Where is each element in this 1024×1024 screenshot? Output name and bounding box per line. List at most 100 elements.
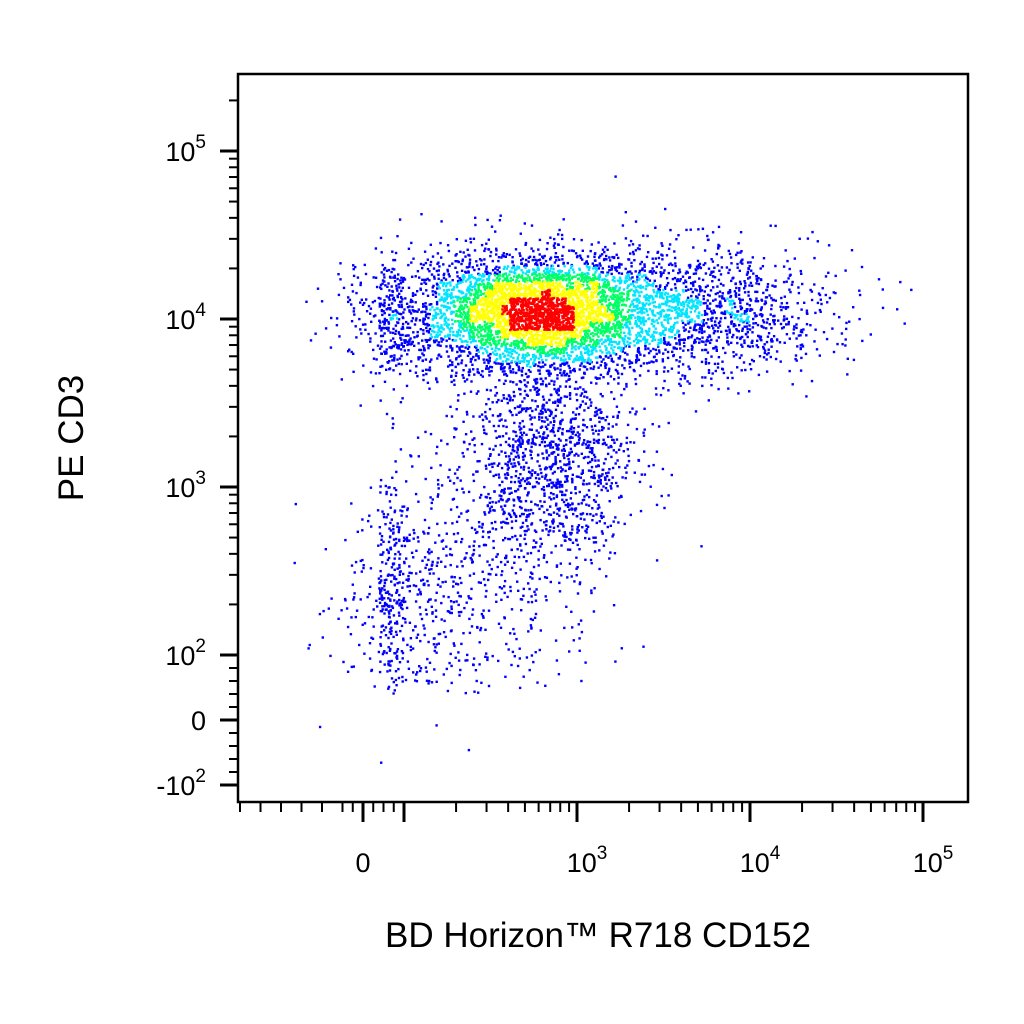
- data-point: [392, 532, 395, 535]
- data-point: [729, 300, 733, 303]
- data-point: [673, 306, 676, 309]
- data-point: [764, 296, 768, 299]
- data-point: [437, 632, 440, 636]
- data-point: [388, 669, 392, 672]
- data-point: [392, 359, 396, 362]
- data-point: [481, 615, 485, 618]
- data-point: [495, 357, 499, 361]
- data-point: [424, 302, 427, 305]
- data-point: [545, 427, 549, 431]
- data-point: [557, 673, 561, 676]
- data-point: [679, 377, 682, 381]
- data-point: [670, 367, 674, 370]
- data-point: [542, 457, 545, 460]
- data-point: [513, 407, 517, 410]
- data-point: [455, 371, 458, 374]
- data-point: [755, 277, 758, 281]
- data-point: [397, 347, 400, 350]
- data-point: [532, 362, 535, 366]
- data-point: [401, 617, 405, 620]
- data-point: [659, 275, 663, 278]
- data-point: [662, 387, 665, 390]
- data-point: [648, 270, 651, 274]
- data-point: [765, 358, 768, 361]
- data-point: [574, 487, 577, 491]
- data-point: [644, 274, 647, 277]
- data-point: [587, 268, 591, 271]
- data-point: [662, 289, 665, 292]
- data-point: [701, 384, 704, 388]
- data-point: [594, 429, 598, 433]
- data-point: [367, 304, 371, 308]
- data-point: [529, 617, 533, 621]
- data-point: [623, 342, 626, 345]
- data-point: [574, 509, 577, 512]
- data-point: [531, 618, 534, 622]
- data-point: [583, 262, 586, 265]
- data-point: [810, 298, 814, 302]
- data-point: [519, 484, 523, 487]
- data-point: [402, 345, 405, 348]
- data-point: [607, 382, 610, 385]
- data-point: [517, 365, 520, 368]
- data-point: [512, 430, 515, 433]
- data-point: [730, 303, 734, 306]
- data-point: [532, 433, 535, 437]
- data-point: [536, 266, 540, 269]
- data-point: [470, 380, 473, 383]
- data-point: [789, 273, 792, 276]
- data-point: [699, 303, 702, 306]
- data-point: [293, 561, 296, 565]
- data-point: [367, 519, 370, 523]
- data-point: [841, 343, 844, 346]
- data-point: [665, 343, 669, 346]
- data-point: [727, 271, 730, 275]
- data-point: [487, 397, 490, 401]
- data-point: [574, 486, 577, 489]
- data-point: [761, 325, 764, 328]
- data-point: [414, 600, 418, 603]
- data-point: [526, 381, 529, 384]
- data-point: [445, 345, 448, 348]
- data-point: [577, 454, 580, 457]
- data-point: [739, 320, 742, 323]
- data-point: [369, 486, 373, 489]
- data-point: [456, 260, 459, 263]
- data-point: [792, 328, 796, 331]
- data-point: [550, 363, 554, 367]
- data-point: [450, 664, 453, 668]
- data-point: [641, 286, 645, 289]
- data-point: [510, 452, 513, 455]
- data-point: [359, 559, 362, 563]
- data-point: [451, 338, 455, 342]
- data-point: [696, 296, 699, 299]
- data-point: [646, 338, 649, 342]
- data-point: [519, 500, 523, 503]
- data-point: [573, 387, 577, 390]
- data-point: [394, 324, 398, 327]
- data-point: [489, 470, 492, 473]
- data-point: [587, 469, 591, 472]
- data-point: [571, 502, 574, 505]
- data-point: [566, 463, 569, 466]
- data-point: [784, 306, 788, 310]
- data-point: [515, 383, 518, 386]
- data-point: [448, 264, 451, 268]
- data-point: [408, 565, 411, 568]
- data-point: [681, 374, 684, 377]
- data-point: [541, 412, 544, 415]
- data-point: [431, 324, 435, 327]
- data-point: [589, 440, 592, 444]
- data-point: [430, 303, 433, 306]
- data-point: [702, 263, 705, 267]
- data-point: [590, 458, 594, 461]
- data-point: [524, 272, 527, 275]
- data-point: [559, 358, 563, 362]
- data-point: [436, 561, 439, 564]
- data-point: [418, 356, 422, 359]
- data-point: [428, 312, 431, 316]
- data-point: [377, 296, 380, 300]
- data-point: [671, 263, 674, 267]
- data-point: [386, 670, 389, 673]
- data-point: [526, 440, 529, 443]
